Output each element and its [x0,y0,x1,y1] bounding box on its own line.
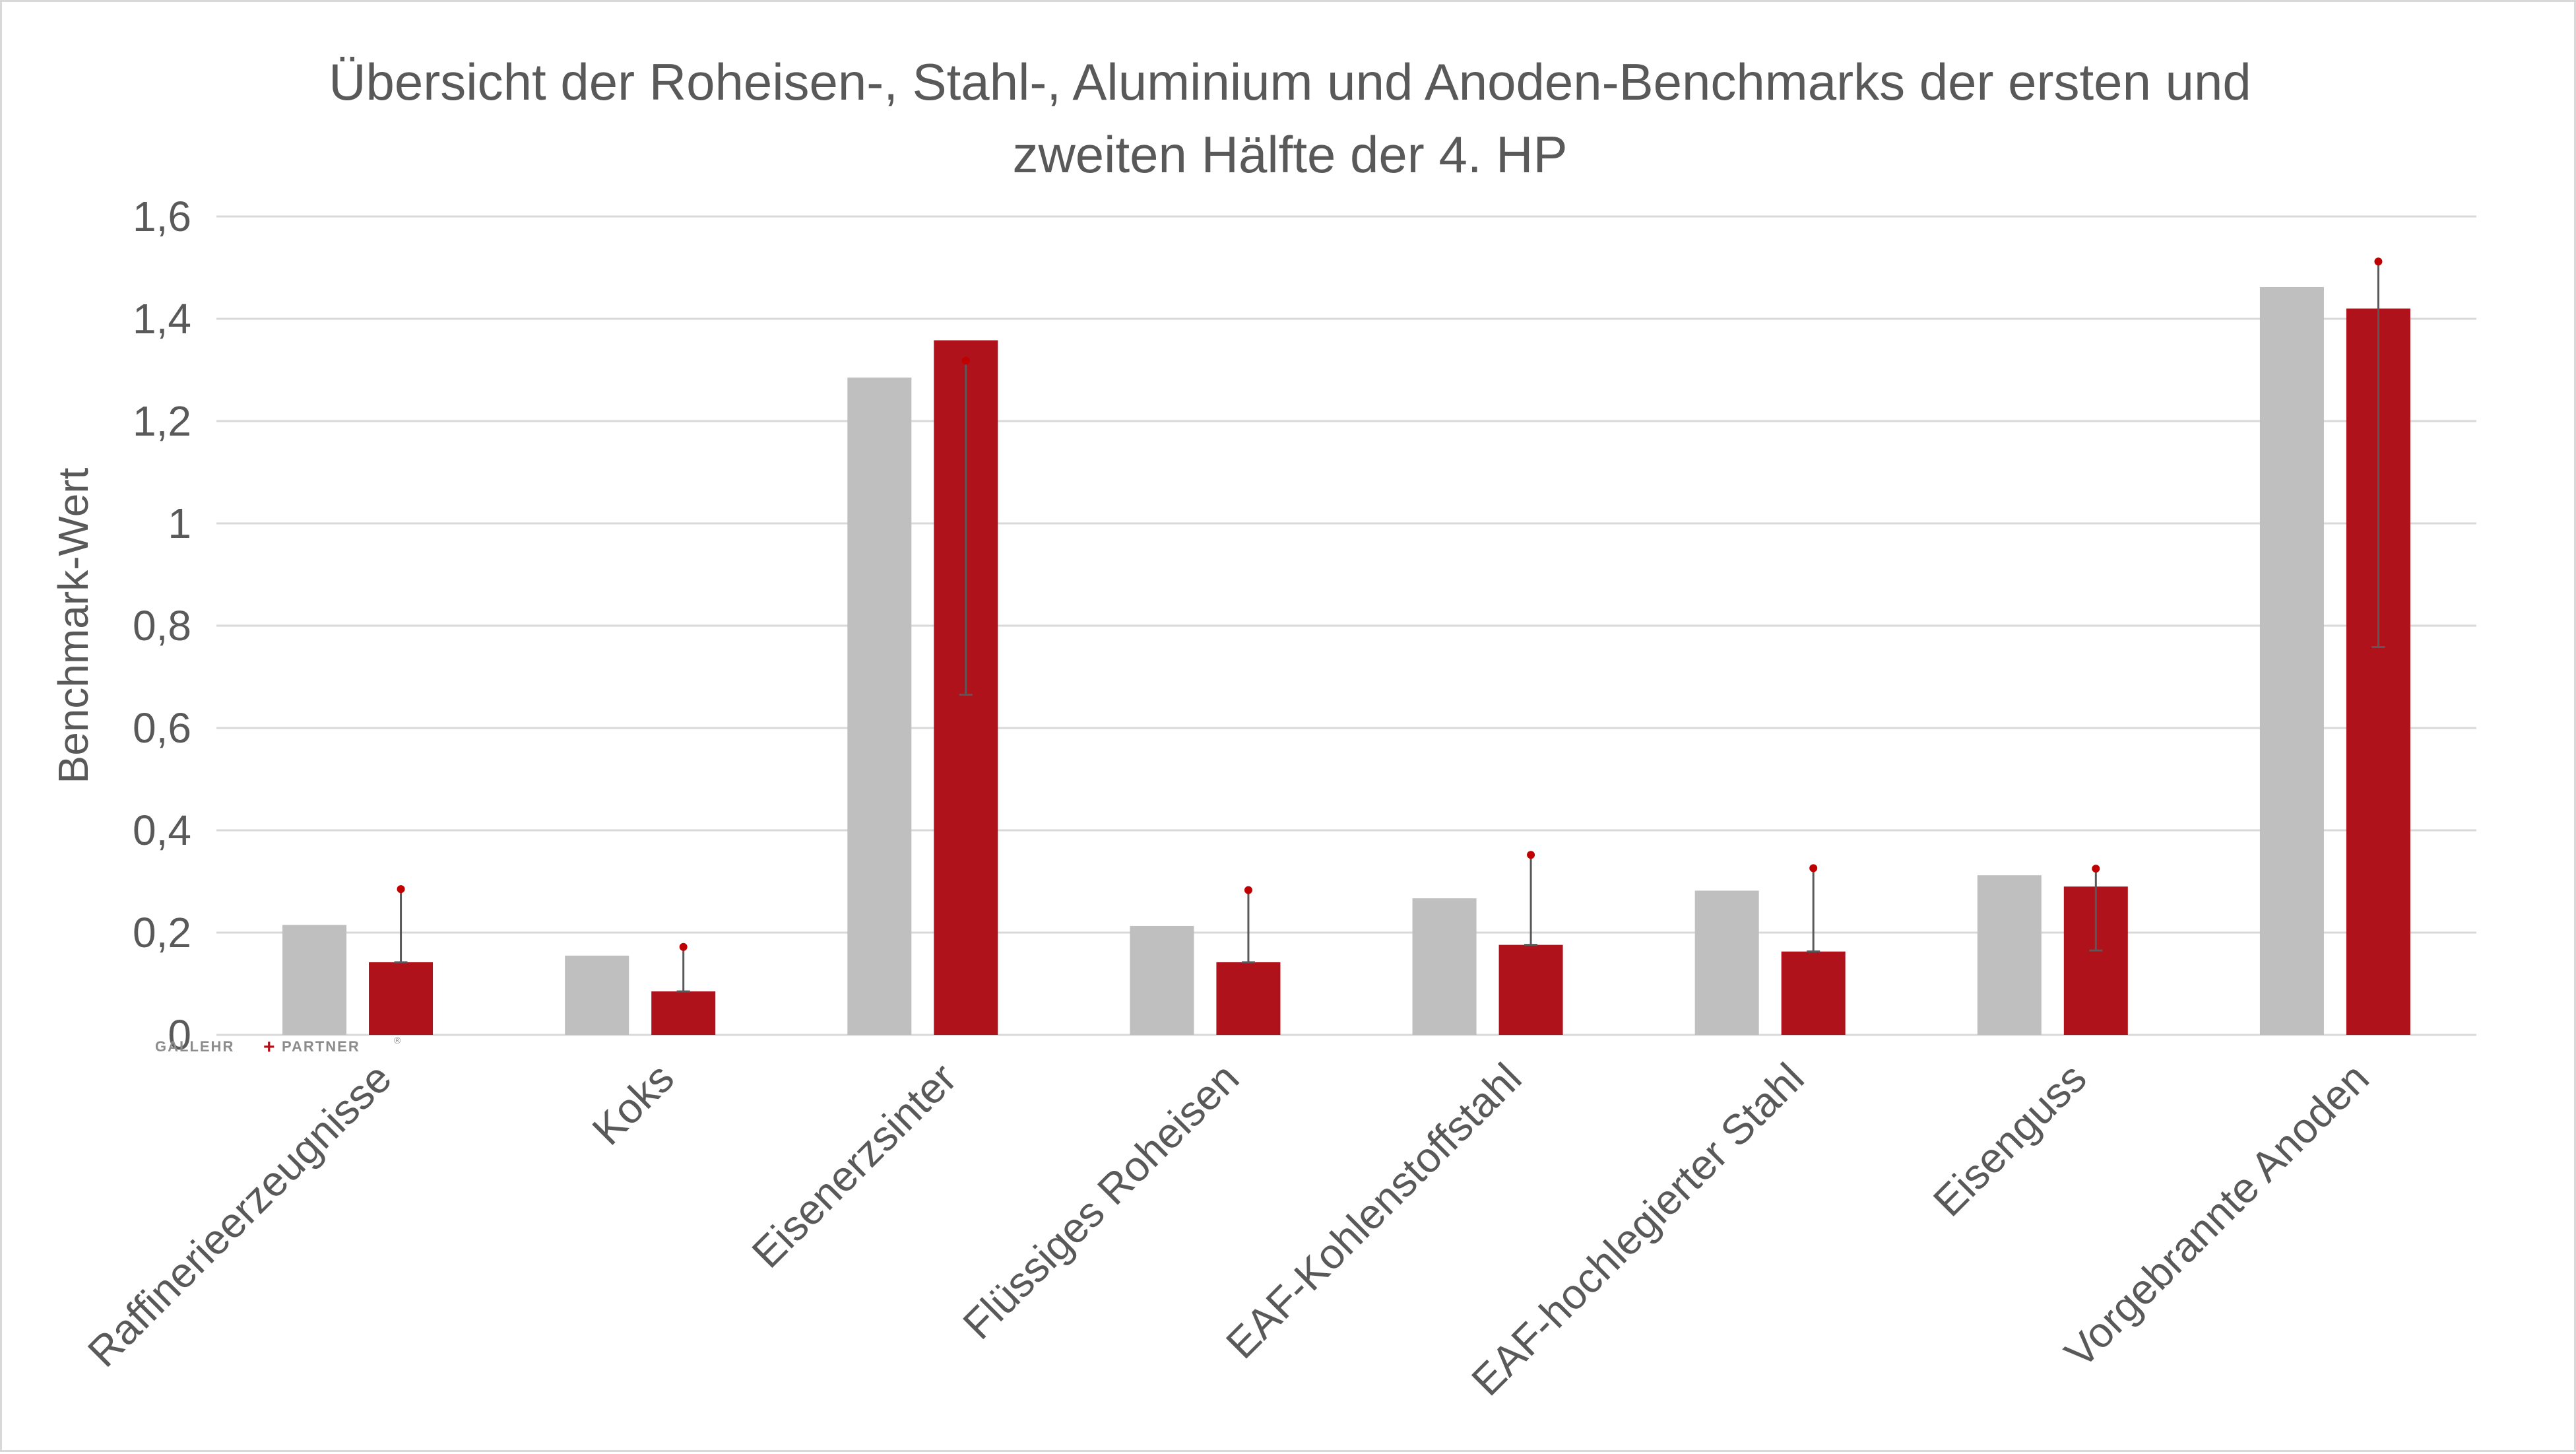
bar-series-1 [1977,875,2042,1035]
y-tick-label: 1,2 [133,397,191,445]
y-tick-label: 0,4 [133,807,191,854]
y-tick-label: 1,4 [133,295,191,343]
x-tick-label: Koks [583,1054,684,1154]
chart-title-line-2: zweiten Hälfte der 4. HP [1012,125,1567,183]
error-bar-marker [1809,864,1818,873]
x-tick-label: EAF-hochlegierter Stahl [1462,1054,1813,1404]
logo-right-word: PARTNER [282,1038,360,1055]
x-tick-label: Vorgebrannte Anoden [2055,1054,2378,1377]
error-bar-marker [1244,886,1252,894]
bar-series-2 [1216,962,1281,1035]
x-tick-label: Raffinerieerzeugnisse [79,1054,401,1376]
y-axis-title: Benchmark-Wert [49,467,97,783]
bars [282,286,2410,1036]
x-tick-label: EAF-Kohlenstoffstahl [1217,1054,1530,1368]
chart-title-line-1: Übersicht der Roheisen-, Stahl-, Alumini… [329,53,2251,111]
error-bar-marker [961,356,970,365]
bar-series-2 [369,962,434,1035]
y-tick-label: 0,8 [133,602,191,649]
bar-series-2 [1498,944,1563,1035]
error-bar-marker [2374,257,2383,266]
y-tick-label: 0,6 [133,704,191,752]
bar-series-1 [1130,925,1194,1035]
bar-series-2 [651,991,716,1035]
bar-series-1 [1694,890,1759,1035]
logo-left-word: GALLEHR [155,1038,234,1055]
error-bar-marker [397,885,405,894]
error-bars [394,257,2385,993]
x-tick-label: Flüssiges Roheisen [954,1054,1248,1348]
bar-series-1 [2259,286,2324,1036]
x-tick-label: Eisenguss [1924,1054,2096,1226]
logo-plus-icon: + [263,1036,275,1058]
x-tick-label: Eisenerzsinter [743,1054,966,1277]
y-tick-label: 1 [168,500,191,547]
error-bar-marker [2092,865,2100,873]
bar-series-1 [282,925,347,1035]
error-bar-marker [1527,851,1535,859]
y-tick-label: 1,6 [133,193,191,240]
gridlines [216,215,2476,1036]
bar-series-1 [565,955,629,1035]
company-logo: GALLEHR + PARTNER ® [155,1035,401,1058]
bar-series-2 [1781,951,1846,1035]
logo-registered-mark: ® [394,1035,401,1045]
y-tick-label: 0,2 [133,909,191,956]
x-axis-labels: Raffinerieerzeugnisse Koks EisenerzsinterF… [79,1054,2378,1404]
bar-series-1 [847,378,912,1035]
y-tick-label: 0 [168,1011,191,1059]
bar-series-1 [1412,898,1477,1035]
error-bar-marker [679,942,688,951]
y-axis-ticks: 0 0,2 0,4 0,6 0,8 1 1,2 1,4 1,6 [133,193,191,1059]
